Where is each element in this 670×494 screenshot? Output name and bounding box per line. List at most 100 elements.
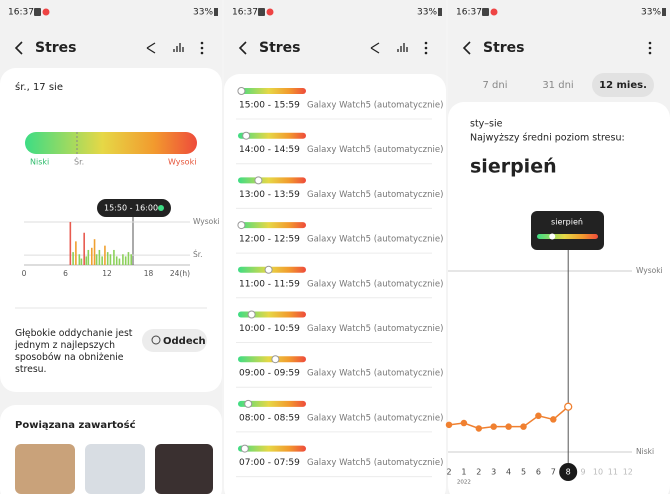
tooltip-text: sierpień: [551, 218, 583, 227]
related-title: Powiązana zawartość: [15, 419, 136, 431]
entry-scale: [238, 222, 306, 229]
stress-scale: [25, 132, 197, 154]
share-button[interactable]: [146, 42, 156, 54]
entry-source: Galaxy Watch5 (automatycznie): [307, 190, 443, 200]
tab[interactable]: 7 dni: [482, 80, 507, 91]
entry-time: 14:00 - 14:59: [239, 145, 300, 155]
related-image[interactable]: [15, 444, 75, 494]
entry-scale: [238, 177, 306, 184]
entry-scale: [238, 88, 306, 94]
card: [448, 102, 670, 494]
period: sty–sie: [470, 119, 503, 130]
chart-button[interactable]: [173, 43, 184, 52]
bar: [122, 254, 124, 265]
tab-selected[interactable]: [592, 73, 654, 97]
tooltip-scale: [537, 234, 598, 239]
back-button[interactable]: [462, 41, 471, 55]
tooltip-marker: [549, 233, 556, 240]
entry-source: Galaxy Watch5 (automatycznie): [307, 145, 443, 155]
share-button[interactable]: [370, 42, 380, 54]
bar: [109, 254, 112, 265]
entry-marker: [242, 131, 251, 140]
x-tick-label: 4: [506, 468, 511, 477]
bar: [75, 241, 77, 265]
entry-marker: [237, 87, 246, 95]
status-icon: [482, 8, 489, 16]
x-tick-label: 9: [581, 468, 586, 477]
status-icon: [42, 8, 50, 16]
entry-time: 11:00 - 11:59: [239, 279, 300, 289]
bar: [98, 249, 101, 265]
related-image[interactable]: [85, 444, 145, 494]
tab[interactable]: 31 dni: [542, 80, 573, 91]
x-tick-label: 6: [63, 269, 68, 278]
entry-marker: [271, 355, 280, 364]
entry-source: Galaxy Watch5 (automatycznie): [307, 235, 443, 245]
bar: [87, 249, 90, 265]
point: [475, 425, 483, 432]
bar: [127, 252, 130, 265]
x-tick-label: 18: [144, 269, 154, 278]
back-button[interactable]: [238, 41, 247, 55]
point: [520, 423, 527, 430]
entry-source: Galaxy Watch5 (automatycznie): [307, 413, 443, 423]
tab[interactable]: 12 mies.: [599, 80, 647, 91]
entry-marker: [237, 221, 246, 230]
entry-marker: [244, 399, 253, 408]
menu-button[interactable]: [648, 41, 652, 45]
entry-marker: [240, 444, 249, 453]
entry-scale: [238, 132, 306, 139]
entry-time: 08:00 - 08:59: [239, 413, 300, 423]
breath-button[interactable]: [142, 329, 207, 352]
status-icon: [266, 8, 274, 16]
x-tick-label: 3: [491, 468, 496, 477]
x-tick-label: 0: [22, 269, 27, 278]
battery-icon: [214, 8, 218, 16]
y-tick-label: Śr.: [193, 250, 203, 259]
status-icon: [258, 8, 265, 16]
bar: [130, 254, 133, 265]
status-time: 16:37: [456, 8, 482, 18]
status-time: 16:37: [8, 8, 34, 18]
battery-icon: [662, 8, 666, 16]
tooltip: [531, 211, 604, 250]
status-icon: [34, 8, 41, 16]
x-tick-label: 12: [623, 468, 633, 477]
year-label: 2022: [457, 480, 471, 486]
bar: [83, 232, 85, 265]
point: [550, 416, 557, 423]
related-image[interactable]: [155, 444, 213, 494]
entry-source: Galaxy Watch5 (automatycznie): [307, 101, 443, 111]
x-tick-label: 2: [446, 468, 451, 477]
page-title: Stres: [35, 40, 77, 56]
bar: [95, 254, 98, 265]
point: [490, 423, 497, 430]
caption: Najwyższy średni poziom stresu:: [470, 133, 625, 144]
menu-button[interactable]: [200, 41, 204, 45]
bar: [93, 239, 96, 265]
entry-marker: [254, 176, 263, 185]
scale-low: Niski: [30, 158, 49, 167]
tooltip: [97, 199, 171, 217]
scale-mid: Śr.: [74, 156, 84, 167]
bar: [104, 245, 106, 265]
status-time: 16:37: [232, 8, 258, 18]
battery-icon: [438, 8, 442, 16]
point: [564, 402, 573, 411]
bar: [69, 222, 72, 265]
bar: [72, 252, 74, 265]
status-battery: 33%: [641, 8, 661, 18]
x-tick-label: 12: [102, 269, 112, 278]
x-tick-label: 10: [593, 468, 603, 477]
bar: [85, 256, 88, 265]
point: [535, 412, 542, 420]
menu-button[interactable]: [424, 41, 428, 45]
back-button[interactable]: [14, 41, 23, 55]
chart-button[interactable]: [397, 43, 408, 52]
bar: [106, 252, 109, 265]
entry-time: 09:00 - 09:59: [239, 369, 300, 379]
selected-month: [559, 463, 578, 481]
entry-scale: [238, 400, 306, 407]
status-icon: [490, 8, 498, 16]
